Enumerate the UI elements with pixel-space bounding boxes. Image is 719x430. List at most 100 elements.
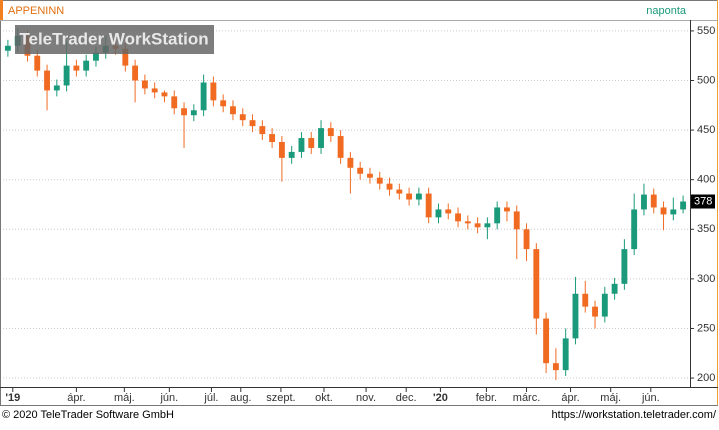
- candle-body: [141, 80, 148, 89]
- plot: 200 250 300 350 400 450 500 550 '19 ápr. máj. jún. j…: [3, 25, 715, 404]
- y-tick-label: 550: [697, 25, 715, 37]
- x-tick-label: szept.: [266, 392, 295, 404]
- candle-body: [298, 138, 305, 152]
- candle-body: [327, 128, 334, 137]
- candle-body: [132, 65, 139, 81]
- candle-body: [484, 223, 491, 228]
- candle-body: [641, 194, 647, 210]
- candle-body: [435, 209, 442, 218]
- frame: [0, 0, 718, 406]
- candle-body: [93, 52, 99, 61]
- candle-body: [494, 207, 501, 224]
- candle-body: [4, 45, 11, 51]
- candle-body: [347, 157, 354, 168]
- instrument-title: APPENINN: [8, 5, 64, 17]
- y-tick-label: 500: [697, 74, 715, 86]
- candle-body: [660, 207, 667, 215]
- candle-body: [582, 293, 589, 307]
- candle-body: [53, 85, 60, 91]
- y-tick-label: 350: [697, 223, 715, 235]
- y-tick-label: 200: [697, 372, 715, 384]
- candle-body: [650, 194, 657, 208]
- x-tick-label: jún.: [159, 392, 178, 404]
- x-tick-label: ápr.: [561, 392, 579, 404]
- candle-body: [425, 193, 432, 218]
- candle-body: [230, 106, 236, 115]
- last-price-box: [691, 194, 715, 209]
- candle-body: [552, 363, 559, 371]
- x-tick-label: okt.: [315, 392, 333, 404]
- candle-body: [474, 223, 481, 228]
- candle-body: [680, 201, 687, 210]
- x-tick-label: febr.: [476, 392, 497, 404]
- candle-body: [210, 82, 217, 101]
- candle-body: [670, 209, 677, 215]
- x-tick-label: márc.: [513, 392, 541, 404]
- candle-body: [200, 82, 207, 111]
- y-tick-label: 250: [697, 322, 715, 334]
- candle-body: [269, 134, 276, 142]
- x-tick-label: dec.: [396, 392, 417, 404]
- candle-body: [288, 151, 295, 158]
- source-url[interactable]: https://workstation.teletrader.com/: [552, 409, 717, 421]
- candle-body: [376, 177, 383, 184]
- candle-body: [572, 293, 579, 339]
- candle-body: [337, 136, 344, 158]
- candle-body: [543, 318, 550, 364]
- candle-body: [151, 88, 158, 93]
- candle-body: [513, 211, 520, 230]
- candle-body: [396, 189, 403, 194]
- candle-body: [259, 126, 266, 135]
- x-tick-label: júl.: [203, 392, 218, 404]
- candle-body: [308, 138, 315, 148]
- candle-body: [445, 209, 452, 214]
- title-marker: [0, 0, 3, 20]
- candle-body: [34, 55, 41, 71]
- y-tick-label: 400: [697, 174, 715, 186]
- y-tick-label: 450: [697, 124, 715, 136]
- last-price: 378: [694, 195, 712, 207]
- candle-body: [122, 48, 129, 66]
- candle-body: [533, 249, 540, 319]
- candle-body: [83, 60, 90, 71]
- candle-body: [161, 92, 168, 97]
- candle-body: [181, 108, 187, 116]
- candle-body: [464, 221, 471, 224]
- candle-body: [249, 120, 256, 127]
- candle-body: [171, 96, 178, 109]
- period: naponta: [646, 5, 687, 17]
- candle-body: [455, 213, 461, 222]
- candle-body: [220, 100, 227, 107]
- candle-body: [367, 173, 373, 178]
- watermark-box: [15, 25, 214, 54]
- candle-body: [278, 141, 285, 158]
- y-tick-label: 300: [697, 273, 715, 285]
- copyright: © 2020 TeleTrader Software GmbH: [2, 409, 174, 421]
- candle-body: [239, 114, 246, 121]
- candle-body: [621, 249, 628, 284]
- candle-body: [44, 70, 50, 91]
- x-tick-label: nov.: [356, 392, 376, 404]
- candle-body: [415, 193, 422, 200]
- candle-body: [73, 65, 80, 71]
- candle-body: [318, 128, 324, 148]
- x-tick-label: ápr.: [67, 392, 85, 404]
- x-tick-label: '19: [5, 392, 20, 404]
- candle-body: [190, 110, 197, 116]
- x-tick-label: máj.: [114, 392, 135, 404]
- candle-body: [523, 229, 530, 250]
- candle-body: [386, 183, 393, 190]
- candle-body: [631, 209, 638, 250]
- candle-body: [357, 167, 364, 174]
- candle-body: [611, 283, 618, 294]
- x-tick-label: jún.: [641, 392, 660, 404]
- candle-body: [601, 293, 608, 317]
- candle-body: [504, 207, 510, 212]
- candle-body: [406, 193, 413, 200]
- candle-body: [592, 306, 598, 317]
- candle-body: [562, 338, 569, 371]
- watermark: TeleTrader WorkStation: [19, 29, 208, 48]
- candle-body: [63, 65, 70, 86]
- x-tick-label: máj.: [600, 392, 621, 404]
